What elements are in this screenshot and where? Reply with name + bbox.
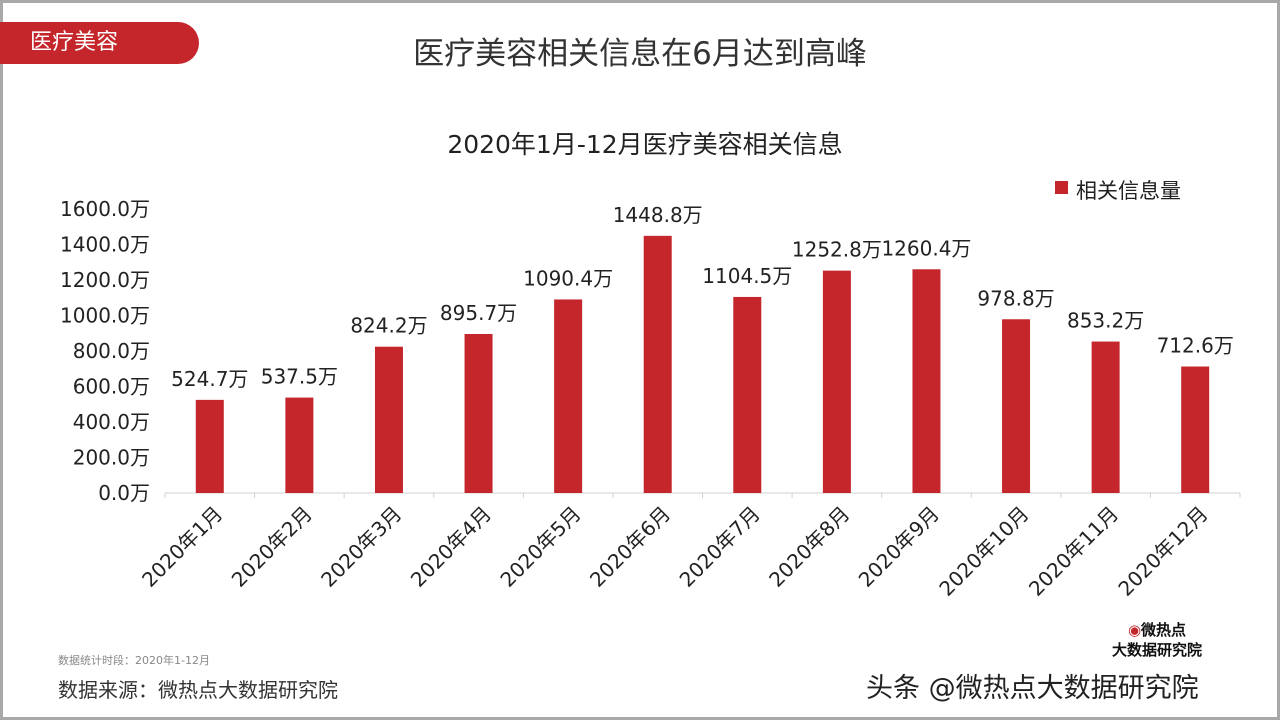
x-tick-label: 2020年8月: [764, 502, 854, 592]
bar: [733, 296, 762, 493]
bar: [1002, 319, 1031, 493]
bar: [285, 397, 314, 493]
y-tick-label: 800.0万: [73, 339, 150, 363]
data-label: 1104.5万: [702, 264, 792, 288]
data-label: 537.5万: [261, 365, 338, 389]
data-label: 853.2万: [1067, 309, 1144, 333]
x-tick-label: 2020年6月: [585, 502, 675, 592]
logo: ◉微热点 大数据研究院: [1112, 621, 1203, 659]
x-tick-label: 2020年10月: [934, 502, 1033, 601]
x-tick-label: 2020年5月: [495, 502, 585, 592]
x-tick-label: 2020年1月: [137, 502, 227, 592]
bar: [643, 235, 672, 493]
y-tick-label: 600.0万: [73, 375, 150, 399]
slide: [3, 3, 1277, 717]
data-label: 1252.8万: [792, 238, 882, 262]
x-tick-label: 2020年9月: [854, 502, 944, 592]
chart-title: 2020年1月-12月医疗美容相关信息: [447, 130, 842, 159]
bar: [374, 346, 403, 493]
page-title: 医疗美容相关信息在6月达到高峰: [413, 36, 867, 72]
y-tick-label: 1000.0万: [60, 304, 150, 328]
x-tick-label: 2020年11月: [1024, 502, 1123, 601]
data-label: 1260.4万: [881, 236, 971, 260]
y-tick-label: 1200.0万: [60, 268, 150, 292]
y-tick-label: 1400.0万: [60, 233, 150, 257]
legend-swatch: [1055, 181, 1068, 194]
eye-icon: ◉: [1127, 621, 1142, 639]
bar: [1091, 341, 1120, 493]
legend-label: 相关信息量: [1076, 179, 1181, 203]
data-label: 1090.4万: [523, 266, 613, 290]
data-label: 1448.8万: [613, 203, 703, 227]
data-label: 824.2万: [350, 314, 427, 338]
data-label: 712.6万: [1157, 334, 1234, 358]
data-label: 978.8万: [977, 286, 1054, 310]
data-label: 524.7万: [171, 367, 248, 391]
bar: [464, 334, 493, 493]
bar: [195, 399, 224, 493]
y-tick-label: 1600.0万: [60, 197, 150, 221]
watermark: 头条 @微热点大数据研究院: [866, 673, 1199, 704]
y-tick-label: 0.0万: [98, 481, 150, 505]
period-note: 数据统计时段：2020年1-12月: [58, 654, 210, 667]
bar: [912, 269, 941, 493]
bar: [1181, 366, 1210, 493]
x-tick-label: 2020年7月: [675, 502, 765, 592]
data-source: 数据来源：微热点大数据研究院: [58, 678, 338, 702]
x-tick-label: 2020年12月: [1113, 502, 1212, 601]
x-tick-label: 2020年3月: [316, 502, 406, 592]
bar: [554, 299, 583, 493]
section-tag: 医疗美容: [0, 22, 199, 64]
data-label: 895.7万: [440, 301, 517, 325]
bar: [822, 270, 851, 493]
x-tick-label: 2020年4月: [406, 502, 496, 592]
y-tick-label: 400.0万: [73, 410, 150, 434]
x-tick-label: 2020年2月: [227, 502, 317, 592]
y-tick-label: 200.0万: [73, 446, 150, 470]
